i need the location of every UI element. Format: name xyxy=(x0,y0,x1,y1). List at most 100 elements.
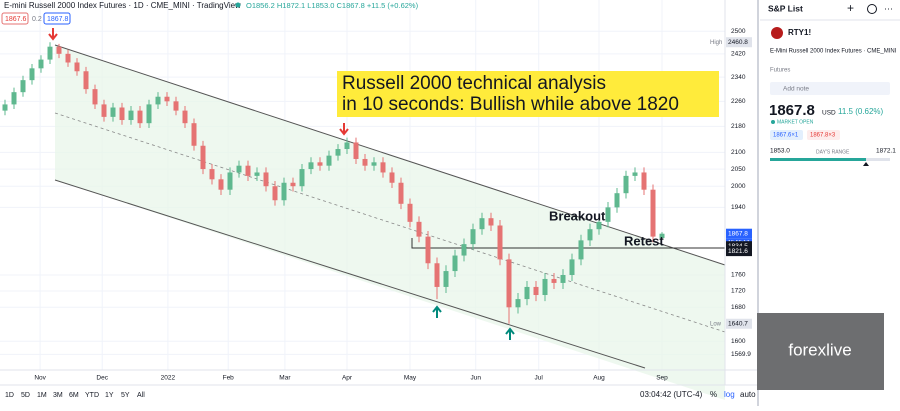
candle-body xyxy=(398,182,404,204)
note: Add note xyxy=(783,86,809,93)
range-low: 1853.0 xyxy=(770,148,790,155)
y-tick-label: 1720 xyxy=(731,288,746,295)
y-tick-label: 2500 xyxy=(731,28,746,35)
candle-body xyxy=(137,110,143,124)
range-button[interactable]: 1D xyxy=(5,392,14,399)
title-line: Russell 2000 technical analysis xyxy=(342,73,606,94)
candle-body xyxy=(218,179,224,190)
candle-body xyxy=(560,274,566,283)
status-dot xyxy=(235,2,241,8)
candle-body xyxy=(596,221,602,230)
y-tick-label: 2340 xyxy=(731,74,746,81)
candle-body xyxy=(515,299,521,308)
candle-body xyxy=(461,244,467,256)
range-pointer xyxy=(863,162,869,166)
candles xyxy=(2,42,665,324)
range-button[interactable]: YTD xyxy=(85,392,99,399)
candle-body xyxy=(641,172,647,190)
x-tick-label: Nov xyxy=(34,375,46,382)
candle-body xyxy=(38,59,44,69)
arrow-up xyxy=(432,305,442,318)
candle-body xyxy=(209,169,215,180)
range-button[interactable]: 5Y xyxy=(121,392,130,399)
candle-body xyxy=(299,169,305,187)
menu-btn[interactable]: ⋯ xyxy=(884,3,893,13)
x-tick-label: 2022 xyxy=(161,375,176,382)
range-high: 1872.1 xyxy=(876,148,896,155)
icon[interactable] xyxy=(867,4,877,14)
range-button[interactable]: 3M xyxy=(53,392,63,399)
scale-btn[interactable]: auto xyxy=(740,390,756,399)
bid: 1867.6 xyxy=(5,16,27,23)
annotation: Breakout xyxy=(549,208,606,223)
note-box[interactable] xyxy=(770,82,890,95)
add-btn[interactable]: + xyxy=(847,1,854,15)
candle-body xyxy=(380,162,386,173)
range-fill xyxy=(770,158,866,161)
x-tick-label: Apr xyxy=(342,375,353,382)
ticker-desc: E-Mini Russell 2000 Index Futures · CME_… xyxy=(770,49,897,55)
y-tick-label: 1940 xyxy=(731,204,746,211)
channel-fill xyxy=(55,45,725,400)
candle-body xyxy=(173,101,179,111)
y-tick-label: 1569.9 xyxy=(731,351,751,358)
candle-body xyxy=(578,240,584,260)
candle-body xyxy=(2,104,8,111)
range-button[interactable]: 6M xyxy=(69,392,79,399)
x-tick-label: Mar xyxy=(279,375,291,382)
candle-body xyxy=(335,149,341,156)
arrow-down xyxy=(48,28,58,41)
clock: 03:04:42 (UTC-4) xyxy=(640,390,703,399)
x-tick-label: Aug xyxy=(593,375,605,382)
title-box xyxy=(337,71,719,117)
annotation: Retest xyxy=(624,233,664,248)
candle-body xyxy=(569,259,575,275)
panel-change: 11.5 (0.62%) xyxy=(838,107,884,116)
candle-body xyxy=(110,107,116,117)
title-line: in 10 seconds: Bullish while above 1820 xyxy=(342,94,679,115)
channel-lower xyxy=(54,179,646,369)
scale-btn[interactable]: % xyxy=(710,390,717,399)
candle-body xyxy=(146,104,152,124)
candle-body xyxy=(74,62,80,72)
range-button[interactable]: 1M xyxy=(37,392,47,399)
candle-body xyxy=(290,182,296,187)
candle-body xyxy=(101,104,107,117)
candle-body xyxy=(479,218,485,230)
candle-body xyxy=(272,186,278,201)
candle-body xyxy=(11,92,17,105)
candle-body xyxy=(83,71,89,90)
list-title[interactable]: S&P List xyxy=(768,3,803,13)
marker-name: Low xyxy=(710,321,722,327)
y-tick-label: 1760 xyxy=(731,272,746,279)
candle-body xyxy=(650,189,656,237)
channel-upper xyxy=(54,44,726,266)
bid-box[interactable] xyxy=(1,12,29,25)
spread: 0.2 xyxy=(32,16,42,23)
y-tick-label: 2260 xyxy=(731,98,746,105)
ask-box[interactable] xyxy=(43,12,71,25)
candle-body xyxy=(155,96,161,105)
logo: forexlive xyxy=(788,340,851,359)
candle-body xyxy=(470,229,476,245)
candle-body xyxy=(425,236,431,264)
range-button[interactable]: 5D xyxy=(21,392,30,399)
ohlc: O1856.2 H1872.1 L1853.0 C1867.8 +11.5 (+… xyxy=(246,1,419,10)
range-button[interactable]: All xyxy=(137,392,145,399)
candle-body xyxy=(164,96,170,102)
range-button[interactable]: 1Y xyxy=(105,392,114,399)
market-status: MARKET OPEN xyxy=(777,119,814,125)
candle-body xyxy=(533,286,539,296)
candle-body xyxy=(308,162,314,170)
price-marker xyxy=(726,37,752,48)
candle-body xyxy=(119,107,125,121)
scale-btn[interactable]: log xyxy=(724,390,735,399)
y-tick-label: 1600 xyxy=(731,338,746,345)
candle-body xyxy=(659,233,665,239)
price-marker xyxy=(726,246,752,257)
candle-body xyxy=(29,68,35,81)
candle-body xyxy=(317,162,323,166)
y-tick-label: 1680 xyxy=(731,304,746,311)
bid-box xyxy=(770,130,803,140)
candle-body xyxy=(65,53,71,63)
